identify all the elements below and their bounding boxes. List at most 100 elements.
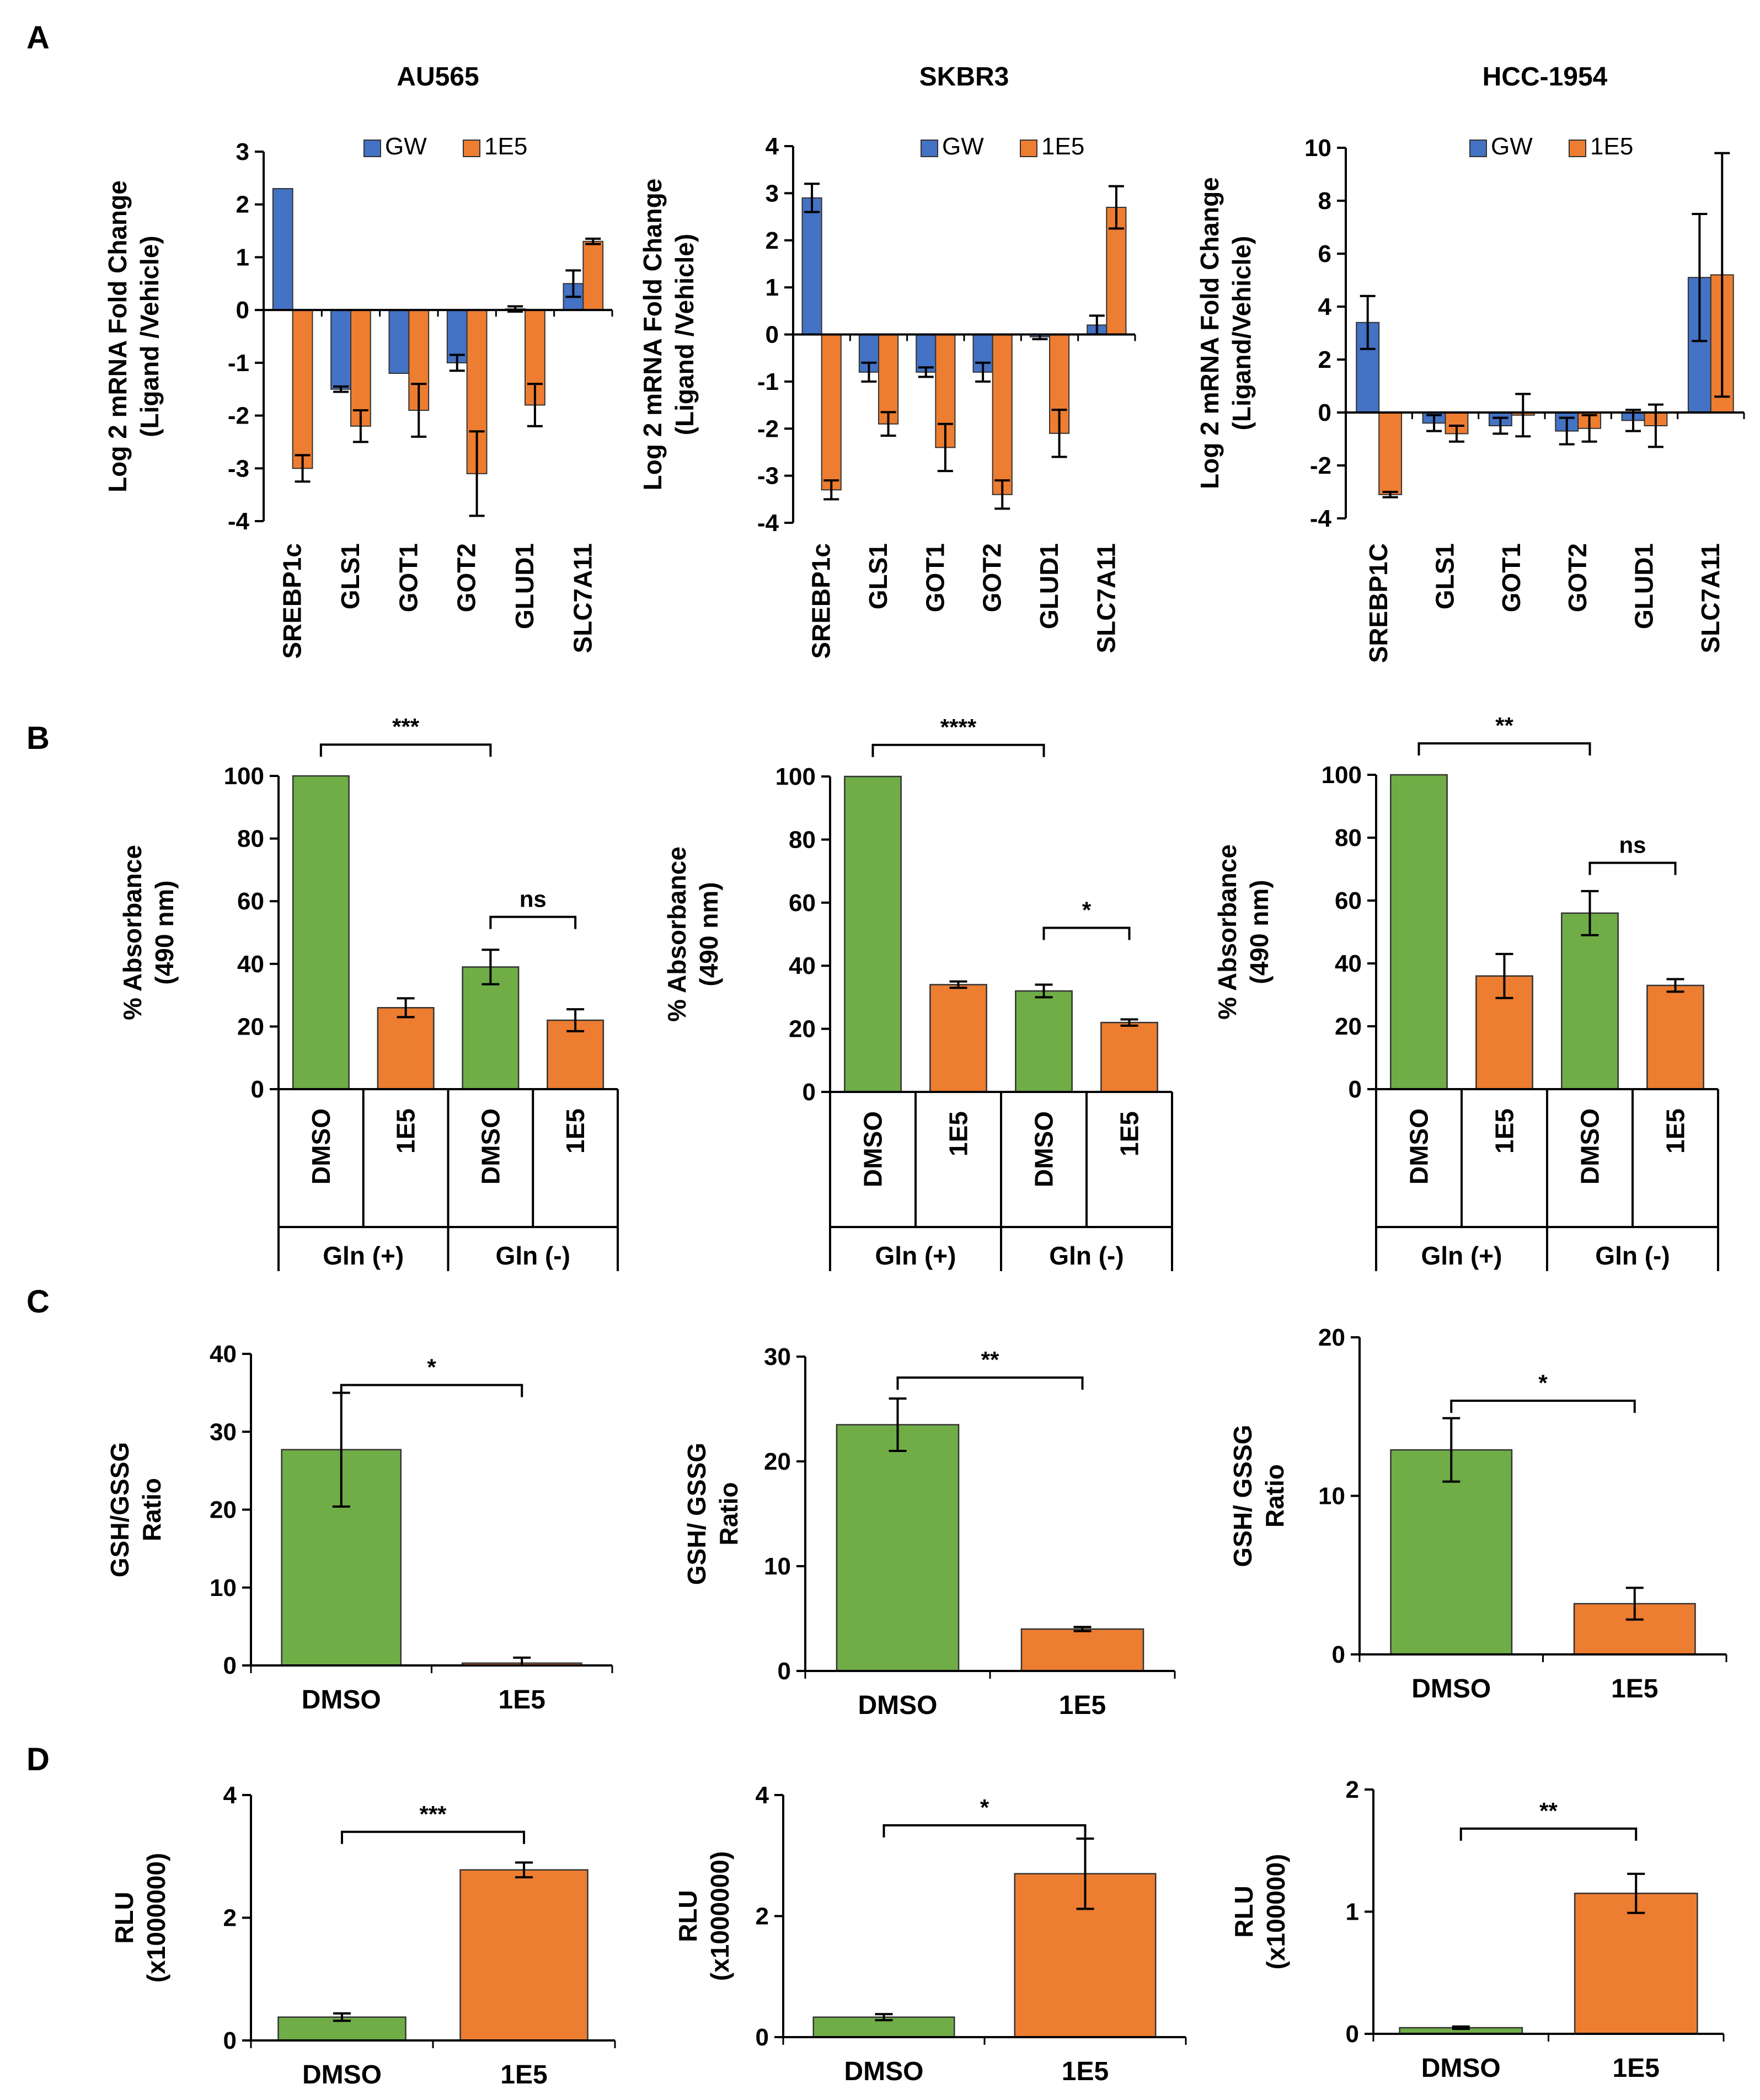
category-label: GOT1 (921, 543, 949, 612)
significance-bracket (896, 1376, 1084, 1390)
category-label: 1E5 (561, 1108, 590, 1154)
legend-swatch (1569, 140, 1586, 157)
chart-title: AU565 (397, 62, 479, 92)
y-axis-label: Ratio (714, 1482, 743, 1546)
y-tick-label: 0 (756, 2024, 769, 2051)
y-tick-label: 100 (224, 763, 264, 790)
y-tick-label: 40 (237, 951, 264, 978)
significance-label: ns (1619, 832, 1646, 858)
significance-label: * (1082, 897, 1092, 923)
bar-gw (388, 309, 410, 374)
y-tick-label: 4 (766, 133, 779, 160)
category-label: SREBP1c (807, 543, 836, 659)
y-axis-label: (x1000000) (142, 1853, 170, 1983)
bar-1e5 (582, 240, 604, 311)
y-tick-label: 30 (210, 1418, 237, 1445)
group-label: Gln (-) (496, 1241, 570, 1270)
y-tick-label: 20 (764, 1448, 791, 1475)
category-label: DMSO (859, 1111, 887, 1187)
category-label: GLUD1 (510, 543, 539, 629)
y-tick-label: 1 (1346, 1899, 1359, 1926)
y-tick-label: 10 (764, 1553, 791, 1580)
y-tick-label: 80 (1335, 824, 1362, 851)
group-label: Gln (+) (1421, 1241, 1502, 1270)
category-label: DMSO (858, 1691, 938, 1720)
y-tick-label: 60 (1335, 887, 1362, 914)
y-axis-label: (490 nm) (150, 880, 179, 984)
y-tick-label: 2 (756, 1903, 769, 1930)
category-label: GLS1 (864, 543, 892, 609)
y-axis-label: Log 2 mRNA Fold Change (103, 180, 132, 492)
chart-C-HCC1954: GSH/ GSSG Ratio 20 10 0 DMSO 1E5 * (1228, 1324, 1727, 1703)
panel-label-c: C (26, 1284, 50, 1320)
significance-bracket (1450, 1400, 1636, 1413)
significance-bracket (871, 743, 1045, 757)
y-tick-label: 0 (1349, 1076, 1362, 1103)
y-axis-label: Log 2 mRNA Fold Change (1195, 177, 1224, 489)
y-axis-label: RLU (110, 1892, 138, 1944)
chart-D-AU565: RLU (x1000000) 4 2 0 DMSO 1E5 *** (110, 1782, 616, 2090)
category-label: GLUD1 (1035, 543, 1063, 629)
y-axis-label: RLU (1229, 1885, 1258, 1938)
bar (1100, 1021, 1158, 1093)
y-tick-label: 80 (789, 826, 816, 853)
category-label: SLC7A11 (1696, 543, 1725, 653)
panel-label-a: A (26, 20, 50, 56)
legend-label: GW (1491, 133, 1533, 160)
y-axis-label: (Ligand /Vehicle) (670, 234, 699, 436)
y-tick-label: -2 (228, 403, 249, 430)
category-label: DMSO (1421, 2054, 1501, 2083)
bar (1020, 1628, 1144, 1672)
significance-bracket (340, 1384, 523, 1397)
significance-bracket (341, 1830, 525, 1844)
y-tick-label: 8 (1318, 188, 1331, 215)
y-tick-label: 4 (1318, 293, 1332, 320)
y-tick-label: -4 (228, 508, 250, 535)
y-tick-label: 100 (1322, 762, 1362, 789)
legend-swatch (1469, 140, 1487, 157)
chart-A-SKBR3: SKBR3 Log 2 mRNA Fold Change (Ligand /Vehi… (638, 62, 1136, 659)
category-label: SREBP1c (278, 543, 307, 659)
y-tick-label: 10 (210, 1574, 237, 1601)
legend-label: GW (385, 133, 427, 160)
y-tick-label: 6 (1318, 240, 1331, 267)
category-label: 1E5 (944, 1111, 973, 1156)
category-label: GOT1 (1497, 543, 1526, 612)
chart-A-HCC1954: HCC-1954 Log 2 mRNA Fold Change (Ligand/Ve… (1195, 62, 1745, 663)
y-axis-label: (Ligand/Vehicle) (1227, 236, 1256, 431)
y-axis-label: Ratio (1260, 1464, 1289, 1528)
bar-1e5 (1378, 412, 1403, 495)
chart-title: HCC-1954 (1483, 62, 1608, 92)
category-label: GOT2 (1563, 543, 1592, 612)
y-tick-label: 0 (1332, 1641, 1345, 1668)
group-label: Gln (-) (1049, 1241, 1124, 1270)
y-axis-label: GSH/ GSSG (1228, 1424, 1257, 1567)
bar (1390, 774, 1448, 1090)
y-tick-label: 60 (789, 890, 816, 917)
chart-title: SKBR3 (919, 62, 1009, 92)
significance-bracket (882, 1824, 1087, 1838)
category-label: DMSO (844, 2057, 924, 2086)
y-tick-label: 2 (223, 1905, 237, 1932)
significance-label: * (980, 1794, 989, 1820)
y-tick-label: 0 (223, 1652, 237, 1679)
chart-A-AU565: AU565 Log 2 mRNA Fold Change (Ligand /Vehi… (103, 62, 613, 659)
panel-label-d: D (26, 1742, 50, 1777)
y-tick-label: 0 (766, 322, 779, 349)
bar (1390, 1449, 1513, 1656)
y-axis-label: % Absorbance (1213, 844, 1242, 1020)
y-tick-label: 2 (766, 227, 779, 254)
significance-bracket (1588, 861, 1677, 875)
bar (844, 775, 902, 1093)
significance-bracket (1417, 742, 1591, 756)
category-label: GLS1 (336, 543, 365, 609)
y-tick-label: 100 (775, 763, 816, 790)
significance-label: ns (520, 886, 547, 912)
y-tick-label: 2 (1318, 346, 1331, 373)
bar (1574, 1893, 1698, 2035)
category-label: 1E5 (1059, 1691, 1106, 1720)
category-label: SLC7A11 (1092, 543, 1120, 653)
category-label: DMSO (1411, 1674, 1491, 1703)
category-label: 1E5 (392, 1108, 420, 1154)
